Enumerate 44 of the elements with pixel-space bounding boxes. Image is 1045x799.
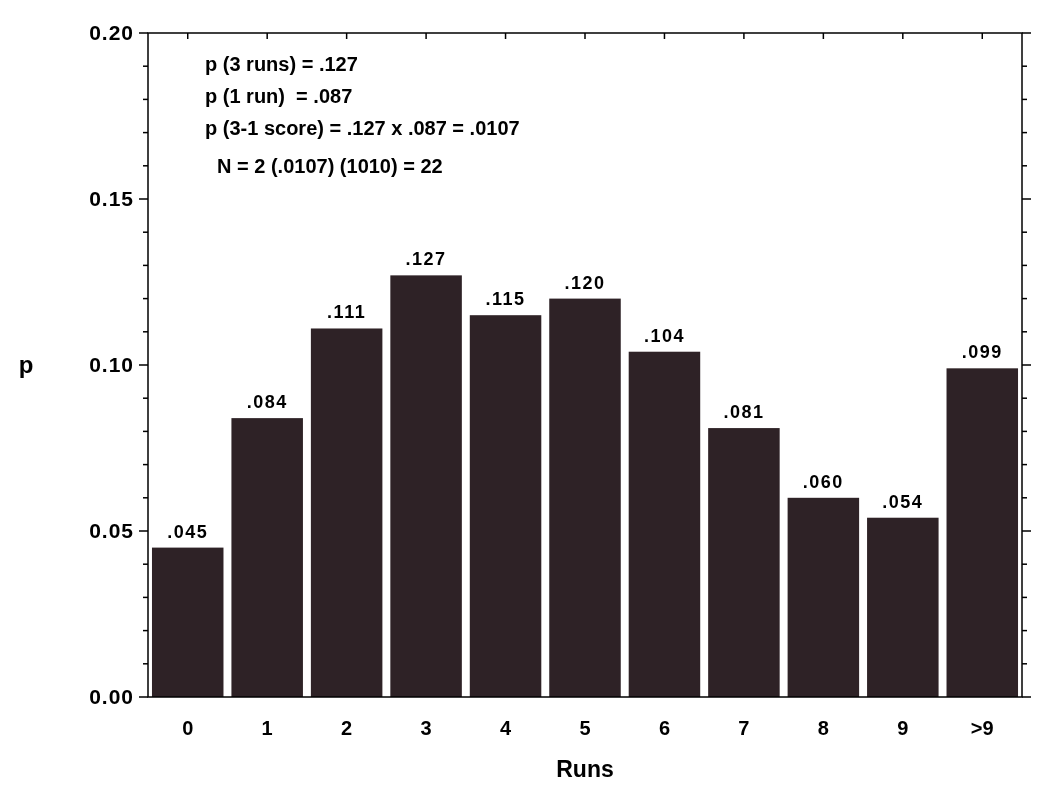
data-label: .111 [327, 302, 367, 323]
annotation: p (3-1 score) = .127 x .087 = .0107 [205, 117, 520, 139]
bar [469, 315, 542, 697]
y-tick-label: 0.05 [89, 519, 134, 543]
y-tick-label: 0.20 [89, 21, 134, 45]
data-label: .081 [723, 402, 765, 423]
data-label: .060 [802, 471, 844, 492]
x-tick-label: 7 [738, 717, 750, 739]
data-label: .045 [167, 521, 209, 542]
bar [231, 418, 303, 697]
x-tick-label: 8 [817, 717, 829, 739]
bar [310, 328, 383, 697]
x-tick-label: 1 [261, 717, 273, 739]
bar [549, 298, 621, 697]
x-tick-label: 4 [499, 717, 512, 739]
data-label: .084 [246, 392, 288, 413]
x-tick-label: 5 [579, 717, 591, 739]
data-label: .127 [405, 249, 447, 270]
data-label: .099 [961, 342, 1003, 363]
bar [708, 428, 780, 697]
y-tick-label: 0.10 [89, 353, 134, 377]
annotation: p (3 runs) = .127 [205, 53, 358, 75]
annotation: p (1 run) = .087 [205, 85, 353, 107]
y-tick-label: 0.00 [89, 685, 134, 709]
data-label: .115 [485, 289, 526, 310]
bar [867, 517, 939, 697]
bar [946, 368, 1019, 697]
bar [151, 547, 224, 697]
data-label: .120 [564, 272, 606, 293]
annotation: N = 2 (.0107) (1010) = 22 [217, 155, 443, 177]
x-tick-label: 2 [341, 717, 353, 739]
bar [390, 275, 462, 697]
x-tick-label: 3 [420, 717, 432, 739]
bar [628, 351, 701, 697]
x-tick-label: 0 [182, 717, 194, 739]
x-axis-title: Runs [556, 756, 614, 782]
y-axis-title: p [18, 351, 34, 378]
y-tick-label: 0.15 [89, 187, 134, 211]
data-label: .104 [643, 325, 685, 346]
data-label: .054 [882, 491, 924, 512]
x-tick-label: 9 [897, 717, 909, 739]
bar [787, 497, 860, 697]
x-tick-label: >9 [970, 717, 994, 739]
x-tick-label: 6 [658, 717, 671, 739]
